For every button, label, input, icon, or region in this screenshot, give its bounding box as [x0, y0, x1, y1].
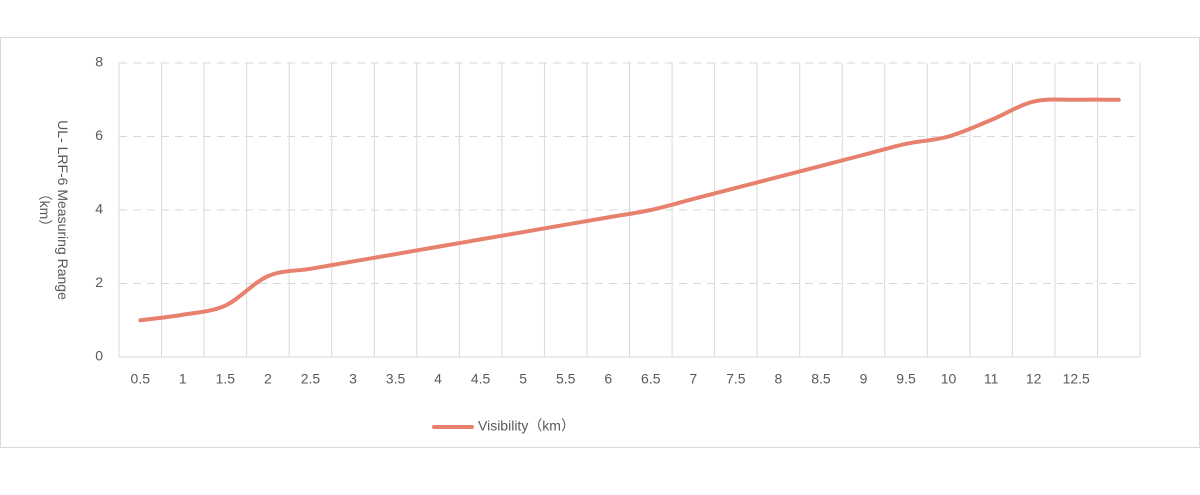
x-tick-label: 9 — [860, 371, 868, 387]
x-tick-label: 9.5 — [896, 371, 916, 387]
y-axis-label-line: UL- LRF-6 Measuring Range — [55, 120, 71, 300]
x-tick-label: 6 — [604, 371, 612, 387]
y-tick-label: 6 — [95, 127, 103, 143]
x-tick-label: 4.5 — [471, 371, 491, 387]
x-tick-label: 3.5 — [386, 371, 406, 387]
x-tick-label: 10 — [941, 371, 957, 387]
x-tick-label: 12.5 — [1063, 371, 1090, 387]
y-axis-label: UL- LRF-6 Measuring Range（km） — [37, 120, 71, 300]
x-tick-label: 1.5 — [216, 371, 236, 387]
x-tick-label: 7 — [689, 371, 697, 387]
x-tick-label: 11 — [984, 371, 999, 387]
legend-label: Visibility（km） — [478, 418, 575, 434]
x-tick-label: 5 — [519, 371, 527, 387]
x-tick-label: 7.5 — [726, 371, 746, 387]
x-tick-label: 8.5 — [811, 371, 831, 387]
x-tick-label: 2.5 — [301, 371, 321, 387]
y-tick-label: 0 — [95, 348, 103, 364]
chart-frame — [0, 37, 1200, 448]
line — [138, 97, 1121, 323]
x-tick-label: 8 — [774, 371, 782, 387]
y-tick-label: 2 — [95, 274, 103, 290]
x-tick-label: 2 — [264, 371, 272, 387]
x-tick-label: 3 — [349, 371, 357, 387]
x-tick-label: 1 — [179, 371, 187, 387]
x-tick-label: 5.5 — [556, 371, 576, 387]
y-tick-label: 8 — [95, 54, 103, 70]
x-tick-label: 0.5 — [131, 371, 151, 387]
y-axis-label-line: （km） — [37, 187, 53, 234]
y-tick-label: 4 — [95, 201, 103, 217]
x-tick-label: 12 — [1026, 371, 1042, 387]
x-tick-label: 4 — [434, 371, 442, 387]
x-tick-label: 6.5 — [641, 371, 661, 387]
